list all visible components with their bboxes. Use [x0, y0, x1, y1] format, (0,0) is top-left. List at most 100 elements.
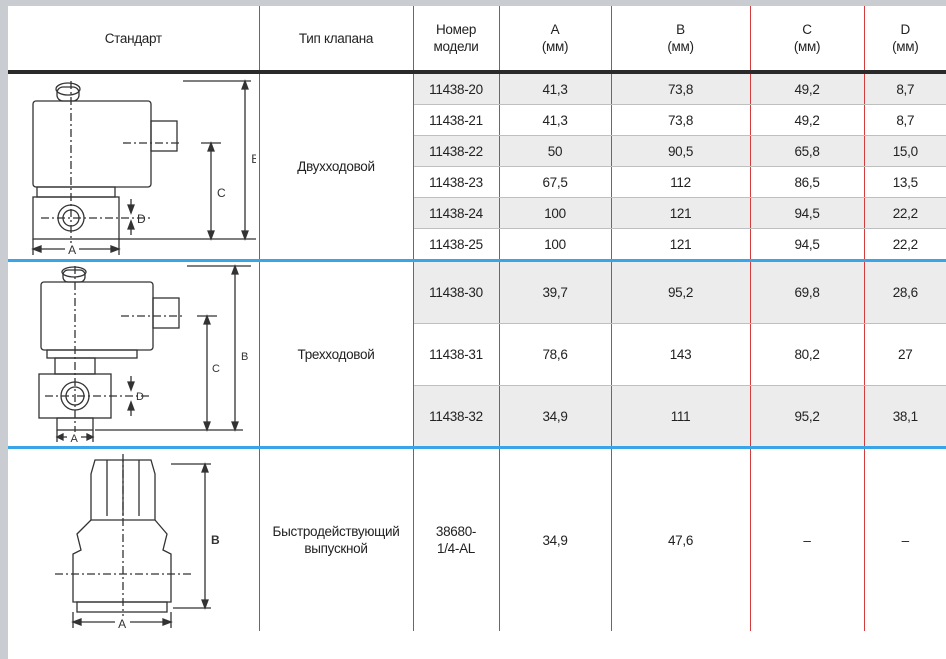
c-cell: 49,2 [750, 104, 865, 136]
model-cell: 11438-22 [413, 135, 500, 167]
b-cell: 90,5 [611, 135, 751, 167]
d-cell: 22,2 [864, 228, 946, 262]
c-cell: 49,2 [750, 72, 865, 105]
b-cell: 121 [611, 228, 751, 262]
header-a-unit: (мм) [541, 39, 569, 54]
b-cell: 73,8 [611, 72, 751, 105]
c-cell: 86,5 [750, 166, 865, 198]
two-way-valve-diagram-cell: A B C D [8, 72, 260, 262]
two-way-valve-drawing: A B C D [30, 78, 256, 257]
header-d-letter: D [900, 22, 911, 37]
table-row: A B C D Двухходовой 11438-20 41,3 73,8 4… [8, 72, 946, 262]
diagram-label-b: B [241, 351, 248, 363]
table-row: 11438-24 100 121 94,5 22,2 [8, 197, 946, 229]
model-cell: 11438-24 [413, 197, 500, 229]
a-cell: 100 [499, 197, 612, 229]
diagram-label-a: A [118, 617, 126, 630]
d-cell: 38,1 [864, 385, 946, 449]
b-cell: 121 [611, 197, 751, 229]
quick-exhaust-valve-diagram-cell: A B [8, 447, 260, 631]
diagram-label-c: C [212, 363, 220, 375]
diagram-label-d: D [136, 391, 144, 403]
model-line1: 38680- [435, 524, 477, 539]
model-cell: 11438-23 [413, 166, 500, 198]
model-cell: 11438-32 [413, 385, 500, 449]
valve-type-line2: выпускной [304, 541, 368, 556]
header-c: C (мм) [750, 6, 865, 74]
d-cell: 8,7 [864, 104, 946, 136]
d-cell: 22,2 [864, 197, 946, 229]
table-row: 11438-21 41,3 73,8 49,2 8,7 [8, 104, 946, 136]
header-c-letter: C [802, 22, 812, 37]
c-cell: 65,8 [750, 135, 865, 167]
frame-top-border [0, 0, 946, 6]
d-cell: – [901, 532, 910, 548]
model-cell: 11438-20 [413, 72, 500, 105]
diagram-label-b: B [211, 533, 220, 547]
three-way-valve-diagram-cell: A B C D [8, 260, 260, 449]
header-b-letter: B [676, 22, 685, 37]
three-way-valve-drawing: A B C D [38, 264, 251, 444]
model-cell: 38680- 1/4-AL [413, 447, 500, 631]
valve-dimensions-table: Стандарт Тип клапана Номер модели A (мм)… [8, 6, 946, 631]
header-b: B (мм) [611, 6, 751, 74]
header-standard: Стандарт [8, 6, 260, 74]
header-model-line2: модели [433, 39, 479, 54]
d-cell: 13,5 [864, 166, 946, 198]
table-row: 11438-32 34,9 111 95,2 38,1 [8, 385, 946, 449]
b-cell: 95,2 [611, 260, 751, 324]
a-cell: 78,6 [499, 323, 612, 386]
valve-type-line1: Быстродействующий [272, 524, 400, 539]
b-cell: 47,6 [611, 447, 751, 631]
diagram-label-a: A [68, 243, 76, 257]
b-cell: 73,8 [611, 104, 751, 136]
header-d: D (мм) [864, 6, 946, 74]
valve-type-quick-exhaust: Быстродействующий выпускной [259, 447, 414, 631]
header-a: A (мм) [499, 6, 612, 74]
model-line2: 1/4-AL [437, 541, 475, 556]
a-cell: 39,7 [499, 260, 612, 324]
model-cell: 11438-21 [413, 104, 500, 136]
diagram-label-b: B [251, 152, 256, 166]
a-cell: 41,3 [499, 72, 612, 105]
table-row: 11438-25 100 121 94,5 22,2 [8, 228, 946, 262]
diagram-label-c: C [217, 186, 226, 200]
header-model-line1: Номер [435, 22, 477, 37]
c-cell: 80,2 [750, 323, 865, 386]
valve-type-three-way: Трехходовой [259, 260, 414, 449]
frame-left-border [0, 0, 8, 659]
c-cell: 94,5 [750, 228, 865, 262]
d-cell: 27 [864, 323, 946, 386]
table-row: 11438-23 67,5 112 86,5 13,5 [8, 166, 946, 198]
a-cell: 100 [499, 228, 612, 262]
table-row: A B C D Трехходовой 11438-30 39,7 95,2 6… [8, 260, 946, 449]
model-cell: 11438-31 [413, 323, 500, 386]
a-cell: 41,3 [499, 104, 612, 136]
c-cell: 94,5 [750, 197, 865, 229]
c-cell: – [750, 447, 865, 631]
table-row: A B Быстродействующий выпускной 38680- 1… [8, 447, 946, 631]
a-cell: 34,9 [499, 447, 612, 631]
d-cell: 28,6 [864, 260, 946, 324]
a-cell: 67,5 [499, 166, 612, 198]
quick-exhaust-valve-drawing: A B [54, 454, 220, 630]
valve-type-two-way: Двухходовой [259, 72, 414, 262]
c-cell: 95,2 [750, 385, 865, 449]
diagram-label-a: A [70, 433, 78, 444]
header-model: Номер модели [413, 6, 500, 74]
header-a-letter: A [550, 22, 560, 37]
header-row: Стандарт Тип клапана Номер модели A (мм)… [8, 6, 946, 74]
c-cell: 69,8 [750, 260, 865, 324]
model-cell: 11438-25 [413, 228, 500, 262]
a-cell: 34,9 [499, 385, 612, 449]
table-row: 11438-22 50 90,5 65,8 15,0 [8, 135, 946, 167]
b-cell: 111 [611, 385, 751, 449]
b-cell: 143 [611, 323, 751, 386]
d-cell: 8,7 [864, 72, 946, 105]
header-c-unit: (мм) [793, 39, 821, 54]
header-b-unit: (мм) [667, 39, 694, 54]
d-cell: 15,0 [864, 135, 946, 167]
diagram-label-d: D [137, 212, 146, 226]
b-cell: 112 [611, 166, 751, 198]
